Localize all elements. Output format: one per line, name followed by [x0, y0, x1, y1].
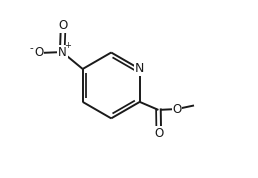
Text: O: O — [34, 46, 43, 59]
Text: O: O — [154, 127, 163, 140]
Text: N: N — [58, 46, 67, 59]
Text: O: O — [173, 103, 182, 116]
Text: O: O — [59, 19, 68, 32]
Text: +: + — [64, 41, 71, 50]
Text: N: N — [135, 62, 144, 75]
Text: -: - — [30, 43, 33, 54]
